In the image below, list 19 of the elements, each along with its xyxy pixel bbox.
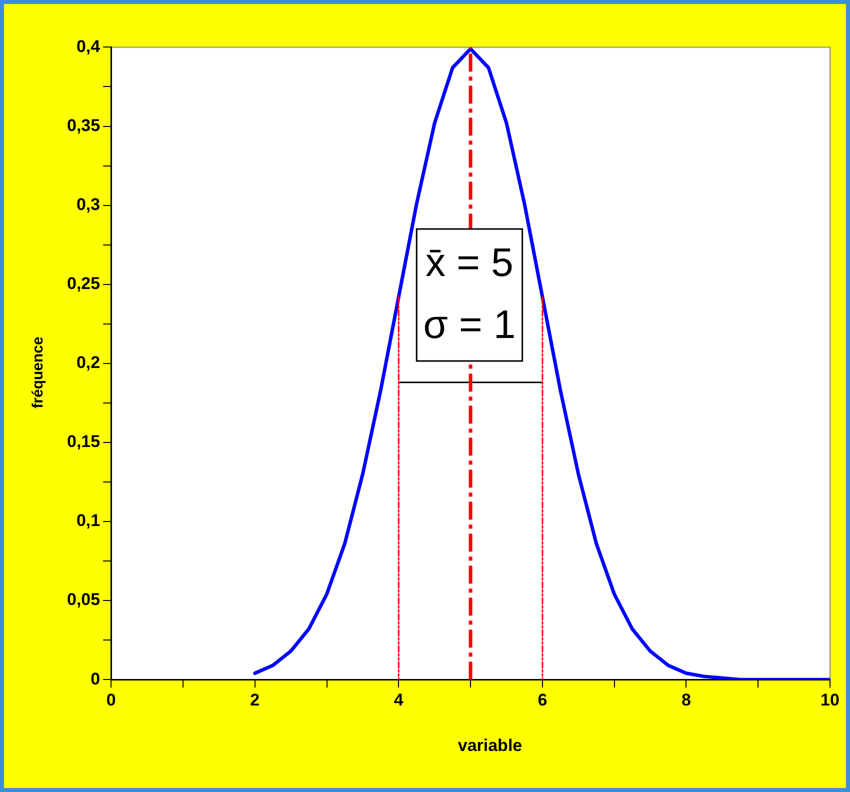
y-tick-label: 0,35: [66, 116, 100, 135]
y-tick-label: 0,1: [76, 511, 100, 530]
y-tick-label: 0,15: [66, 432, 100, 452]
y-tick-label: 0: [90, 669, 100, 688]
x-tick-label: 0: [106, 690, 116, 710]
x-tick-label: 4: [394, 690, 404, 710]
y-axis-title: fréquence: [30, 336, 46, 410]
x-tick-label: 8: [681, 690, 691, 710]
x-tick-label: 6: [538, 690, 548, 710]
x-axis-title: variable: [456, 736, 524, 756]
y-tick-label: 0,3: [76, 194, 100, 214]
x-tick-label: 2: [250, 690, 260, 710]
y-tick-label: 0,25: [66, 274, 100, 294]
y-tick-label: 0,05: [66, 590, 100, 610]
y-tick-label: 0,4: [76, 36, 101, 56]
y-tick-label: 0,2: [76, 353, 100, 372]
x-tick-label: 10: [820, 690, 840, 710]
annotation: x̄ = 5: [426, 241, 514, 286]
annotation: σ = 1: [423, 303, 516, 348]
